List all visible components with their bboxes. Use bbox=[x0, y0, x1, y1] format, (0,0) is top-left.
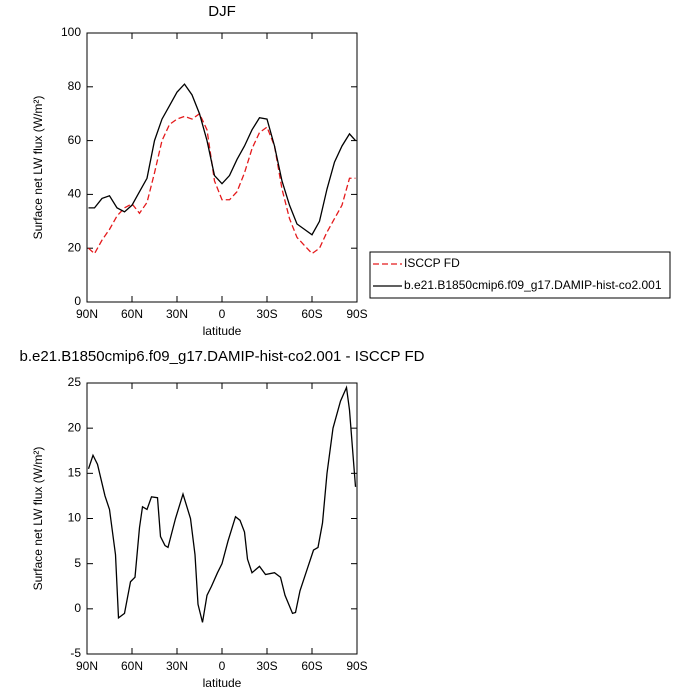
legend-label: ISCCP FD bbox=[404, 256, 460, 270]
x-tick-label: 30N bbox=[166, 307, 188, 321]
x-tick-label: 30N bbox=[166, 659, 188, 673]
data-line bbox=[87, 385, 357, 623]
x-tick-label: 90N bbox=[76, 659, 98, 673]
x-tick-label: 90S bbox=[346, 307, 367, 321]
x-tick-label: 30S bbox=[256, 659, 277, 673]
y-tick-label: 60 bbox=[68, 133, 82, 147]
y-tick-label: 5 bbox=[74, 556, 81, 570]
legend-box bbox=[369, 251, 671, 299]
x-tick-label: 0 bbox=[219, 659, 226, 673]
data-line bbox=[88, 112, 356, 255]
y-tick-label: 100 bbox=[61, 25, 81, 39]
y-tick-label: 25 bbox=[68, 375, 82, 389]
x-tick-label: 90S bbox=[346, 659, 367, 673]
x-tick-label: 60S bbox=[301, 659, 322, 673]
y-tick-label: -5 bbox=[70, 646, 81, 660]
plot-frame bbox=[86, 32, 358, 303]
y-tick-label: 20 bbox=[68, 420, 82, 434]
y-tick-label: 10 bbox=[68, 511, 82, 525]
x-tick-label: 60S bbox=[301, 307, 322, 321]
x-tick-label: 60N bbox=[121, 307, 143, 321]
x-tick-label: 60N bbox=[121, 659, 143, 673]
x-tick-label: 90N bbox=[76, 307, 98, 321]
y-tick-label: 40 bbox=[68, 187, 82, 201]
y-tick-label: 0 bbox=[74, 601, 81, 615]
data-line bbox=[88, 83, 356, 236]
plot-frame bbox=[86, 382, 358, 655]
chart-title: DJF bbox=[208, 3, 236, 20]
y-axis-label: Surface net LW flux (W/m²) bbox=[31, 96, 45, 240]
x-tick-label: 30S bbox=[256, 307, 277, 321]
y-tick-label: 15 bbox=[68, 466, 82, 480]
chart-title: b.e21.B1850cmip6.f09_g17.DAMIP-hist-co2.… bbox=[20, 348, 425, 365]
y-tick-label: 80 bbox=[68, 79, 82, 93]
legend-label: b.e21.B1850cmip6.f09_g17.DAMIP-hist-co2.… bbox=[404, 278, 662, 292]
y-tick-label: 20 bbox=[68, 240, 82, 254]
x-axis-label: latitude bbox=[203, 676, 242, 690]
x-axis-label: latitude bbox=[203, 324, 242, 338]
y-tick-label: 0 bbox=[74, 294, 81, 308]
y-axis-label: Surface net LW flux (W/m²) bbox=[31, 447, 45, 591]
x-tick-label: 0 bbox=[219, 307, 226, 321]
